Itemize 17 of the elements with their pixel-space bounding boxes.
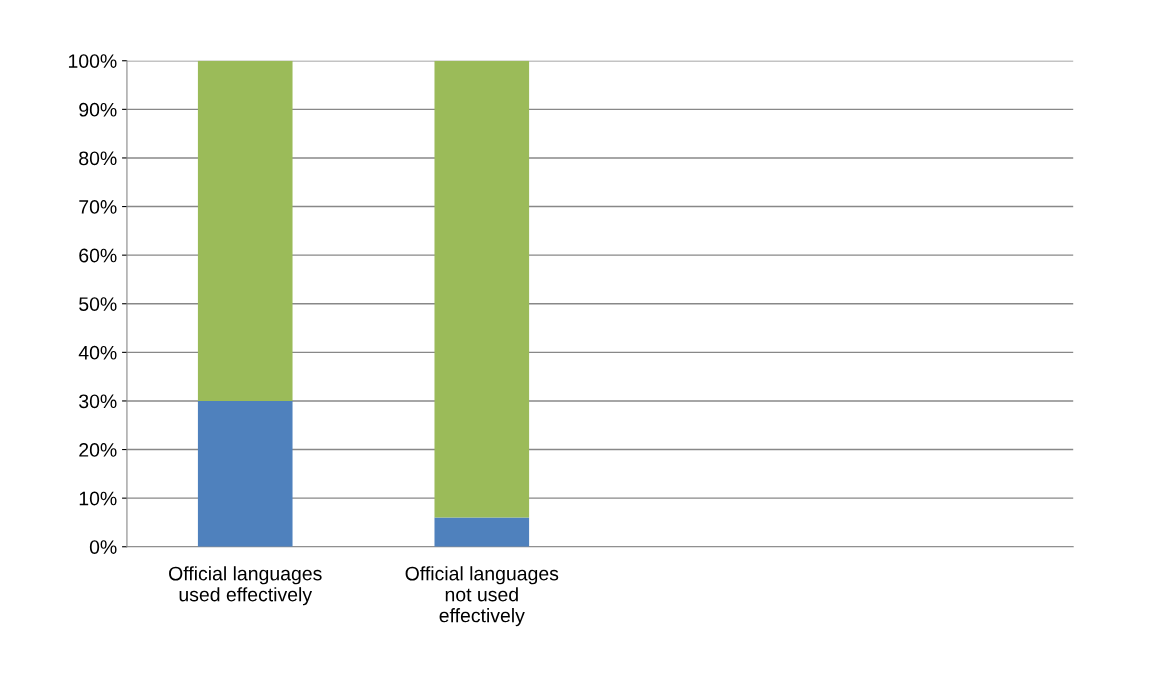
bar: [434, 60, 530, 518]
y-tick-label: 60%: [79, 248, 117, 263]
y-tick-label: 10%: [79, 491, 117, 506]
y-tick-label: 80%: [79, 151, 117, 166]
y-tick-label: 0%: [89, 540, 117, 554]
y-tick-label: 20%: [79, 443, 117, 457]
y-tick-label: 30%: [79, 394, 117, 409]
bar: [434, 517, 530, 547]
bar: [197, 400, 293, 547]
x-tick-label: Official languages used effectively: [169, 566, 322, 606]
y-tick-label: 70%: [79, 200, 117, 214]
x-tick-label: Official languages not used effectively: [405, 566, 559, 627]
y-tick-label: 40%: [78, 345, 117, 360]
y-tick-label: 90%: [79, 102, 117, 117]
y-tick-label: 100%: [68, 54, 117, 68]
bar: [197, 60, 293, 401]
y-tick-label: 50%: [79, 297, 117, 311]
